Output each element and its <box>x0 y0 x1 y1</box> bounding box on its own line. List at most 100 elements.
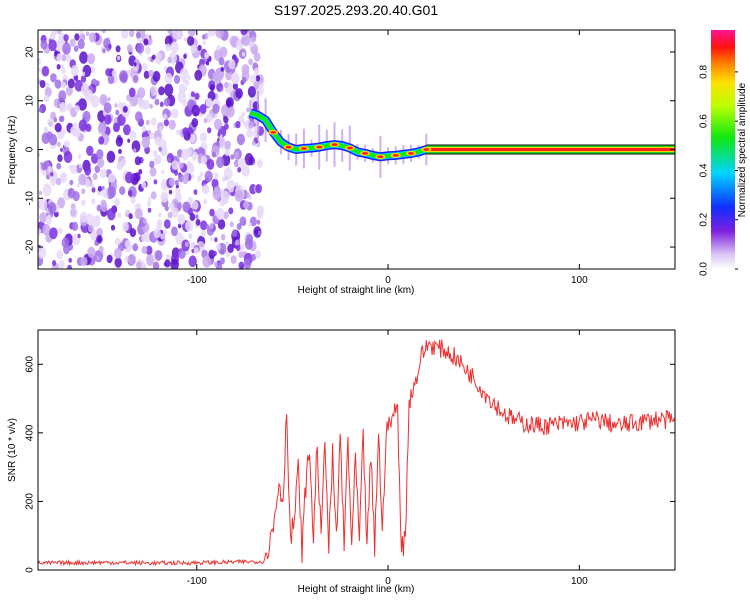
noise-speckle <box>234 182 239 187</box>
noise-speckle <box>129 30 135 38</box>
noise-speckle <box>203 198 208 205</box>
noise-speckle <box>219 46 228 58</box>
noise-speckle <box>200 220 208 231</box>
noise-speckle <box>84 166 92 176</box>
noise-speckle <box>118 148 122 155</box>
noise-speckle <box>163 219 171 229</box>
noise-speckle <box>161 194 166 200</box>
noise-speckle <box>178 83 186 94</box>
noise-speckle <box>241 76 247 84</box>
noise-speckle <box>97 185 102 192</box>
noise-speckle <box>53 98 61 108</box>
noise-speckle <box>185 220 194 232</box>
noise-speckle <box>96 256 100 261</box>
noise-speckle <box>213 261 218 267</box>
noise-speckle <box>127 190 133 197</box>
track-hotspot-core <box>377 155 384 159</box>
noise-speckle <box>61 54 67 62</box>
noise-speckle <box>129 94 139 107</box>
noise-speckle <box>216 243 221 251</box>
noise-speckle <box>212 187 222 201</box>
noise-speckle <box>224 147 231 157</box>
noise-speckle <box>240 37 246 45</box>
noise-speckle <box>50 73 57 83</box>
noise-speckle <box>43 126 49 134</box>
noise-speckle <box>223 211 229 220</box>
noise-speckle <box>205 97 213 108</box>
noise-speckle <box>138 99 146 109</box>
noise-speckle <box>182 127 189 137</box>
track-hotspot-core <box>316 145 323 149</box>
carrier-red <box>426 148 675 151</box>
noise-speckle <box>87 246 96 259</box>
noise-speckle <box>255 184 262 194</box>
noise-speckle <box>67 264 72 269</box>
noise-speckle <box>108 43 112 50</box>
noise-speckle <box>178 248 186 259</box>
noise-speckle <box>91 216 101 228</box>
noise-speckle <box>170 41 179 54</box>
noise-speckle <box>61 237 70 248</box>
noise-speckle <box>227 243 234 253</box>
track-hotspot-core <box>362 152 369 155</box>
noise-speckle <box>253 81 260 90</box>
noise-speckle <box>168 177 175 187</box>
noise-speckle <box>211 151 216 158</box>
noise-speckle <box>191 104 200 117</box>
noise-speckle <box>58 90 67 102</box>
noise-speckle <box>87 53 96 65</box>
noise-speckle <box>255 250 261 259</box>
noise-speckle <box>78 119 88 132</box>
noise-speckle <box>79 30 84 35</box>
noise-speckle <box>191 200 199 210</box>
noise-speckle <box>194 69 203 81</box>
noise-speckle <box>215 207 225 220</box>
noise-speckle <box>72 122 78 129</box>
noise-speckle <box>90 66 96 74</box>
noise-speckle <box>133 148 137 153</box>
noise-speckle <box>149 160 155 169</box>
noise-speckle <box>38 228 42 236</box>
noise-speckle <box>41 132 50 145</box>
noise-speckle <box>164 83 174 97</box>
colorbar: 0.0 0.2 0.4 0.6 0.8 Normalized spectral ampl… <box>699 30 748 276</box>
noise-speckle <box>257 230 261 235</box>
noise-speckle <box>220 233 226 241</box>
noise-speckle <box>77 154 82 160</box>
spectrogram-y-tick-label: 0 <box>25 146 36 152</box>
noise-speckle <box>152 70 161 82</box>
noise-speckle <box>228 58 236 70</box>
noise-speckle <box>38 57 41 66</box>
noise-speckle <box>149 132 155 140</box>
noise-speckle <box>97 157 105 168</box>
noise-speckle <box>191 174 195 179</box>
noise-speckle <box>56 162 62 170</box>
track-hotspot-core <box>285 145 292 149</box>
noise-speckle <box>187 196 193 204</box>
noise-speckle <box>70 164 78 175</box>
noise-speckle <box>136 42 145 54</box>
noise-speckle <box>251 140 256 146</box>
noise-speckle <box>241 51 246 57</box>
noise-speckle <box>77 233 81 239</box>
noise-speckle <box>121 221 129 232</box>
noise-speckle <box>183 37 188 42</box>
noise-speckle <box>181 99 187 107</box>
noise-speckle <box>135 261 142 269</box>
noise-speckle <box>172 30 181 40</box>
noise-speckle <box>176 129 181 136</box>
track-hotspot-core <box>392 154 399 157</box>
noise-speckle <box>88 224 94 233</box>
noise-speckle <box>232 82 238 90</box>
noise-speckle <box>69 38 76 47</box>
noise-speckle <box>223 167 233 180</box>
noise-speckle <box>235 88 243 99</box>
noise-speckle <box>191 118 199 128</box>
snr-y-tick-label: 0 <box>25 567 36 573</box>
noise-speckle <box>57 154 63 162</box>
noise-speckle <box>220 66 225 72</box>
noise-speckle <box>79 211 88 223</box>
noise-speckle <box>81 71 86 77</box>
noise-speckle <box>127 138 131 143</box>
